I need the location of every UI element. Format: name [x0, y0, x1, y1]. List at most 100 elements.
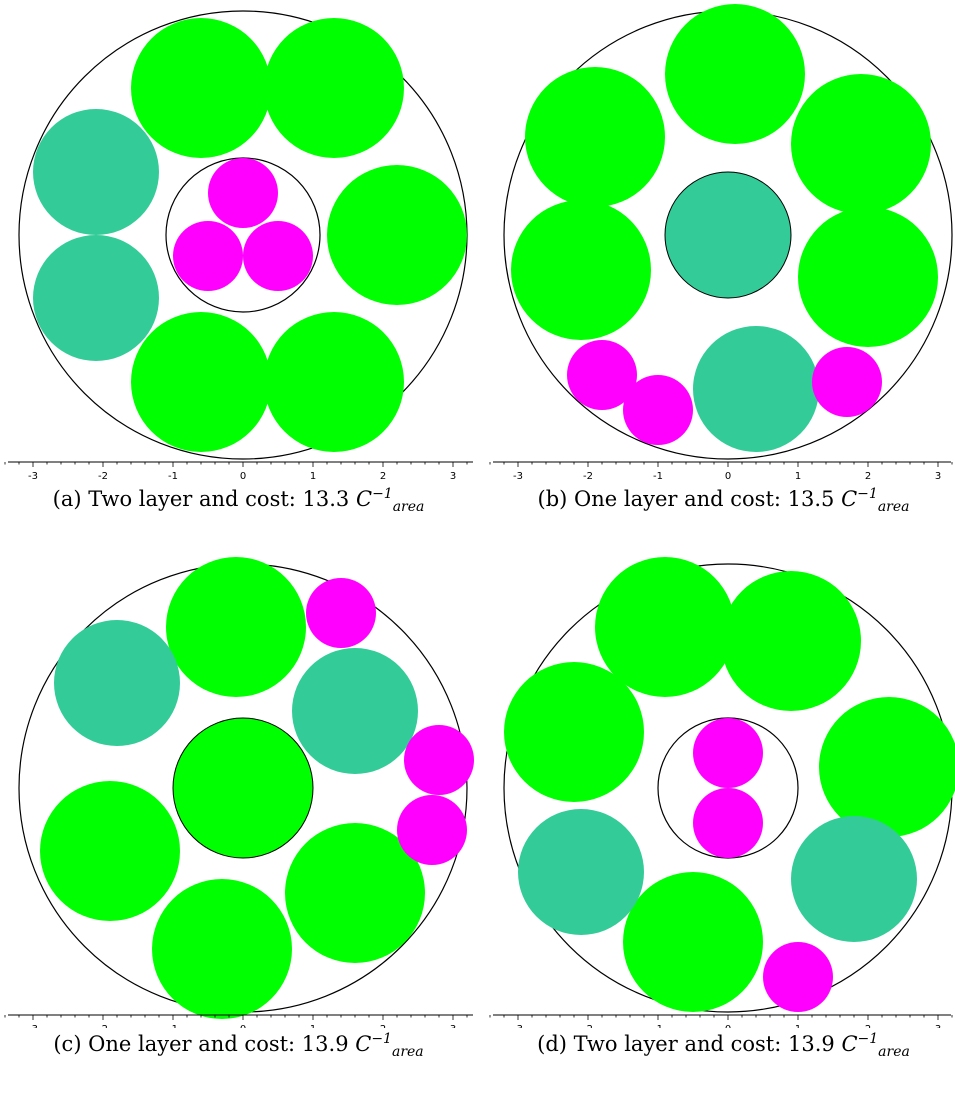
tick-label: -1 [653, 1024, 663, 1028]
tick-label: 2 [380, 471, 386, 482]
small-circle-8 [693, 788, 763, 858]
panel-c-caption-text: (c) One layer and cost: 13.9 [53, 1032, 349, 1056]
tick-label: 0 [240, 471, 246, 482]
tick-label: 3 [450, 471, 456, 482]
tick-label: -3 [28, 471, 38, 482]
small-circle-8 [404, 725, 474, 795]
tick-label: -2 [583, 1024, 593, 1028]
large-circle-2 [40, 781, 180, 921]
large-circle-3 [152, 879, 292, 1019]
tick-label: -2 [98, 1024, 108, 1028]
tick-label: -2 [98, 471, 108, 482]
medium-circle-6 [33, 235, 159, 361]
tick-label: -3 [513, 1024, 523, 1028]
panel-c-diagram: -3 -2 -1 0 1 2 3 [4, 557, 474, 1028]
panel-b: -3 -2 -1 0 1 2 3 (b) One layer and cost: 13.5 … [485, 0, 955, 541]
tick-label: 0 [240, 1024, 246, 1028]
small-circle-7 [306, 578, 376, 648]
small-circle-7 [693, 718, 763, 788]
large-circle-2 [791, 74, 931, 214]
large-circle-4 [131, 312, 271, 452]
panel-d-diagram: -3 -2 -1 0 1 2 3 [489, 557, 955, 1028]
large-circle-4 [798, 207, 938, 347]
panel-d: -3 -2 -1 0 1 2 3 (d) Two layer and cost: 13.9 … [485, 553, 955, 1094]
tick-label: -1 [168, 471, 178, 482]
tick-label: -2 [583, 471, 593, 482]
panel-b-caption-unit: C−1area [841, 486, 909, 515]
large-circle-1 [264, 18, 404, 158]
tick-label: 1 [795, 1024, 801, 1028]
tick-label: 1 [795, 471, 801, 482]
small-circle-7 [208, 158, 278, 228]
panel-a: -3 -2 -1 0 1 2 3 (a) Two layer and cost: 13.3 … [0, 0, 477, 541]
large-circle-2 [504, 662, 644, 802]
large-circle-0 [166, 557, 306, 697]
large-circle-3 [511, 200, 651, 340]
unit-base: C [355, 1032, 372, 1056]
medium-circle-6 [693, 326, 819, 452]
tick-label: 3 [450, 1024, 456, 1028]
large-circle-1 [721, 571, 861, 711]
panel-b-diagram: -3 -2 -1 0 1 2 3 [489, 4, 953, 482]
small-circle-7 [567, 340, 637, 410]
large-circle-1 [525, 67, 665, 207]
tick-label: -1 [653, 471, 663, 482]
small-circle-9 [763, 942, 833, 1012]
large-circle-3 [264, 312, 404, 452]
large-circle-4 [623, 872, 763, 1012]
tick-label: -3 [28, 1024, 38, 1028]
large-circle-2 [327, 165, 467, 305]
unit-sub: area [392, 499, 425, 516]
large-circle-0 [665, 4, 805, 144]
unit-base: C [841, 1032, 858, 1056]
large-circle-4 [285, 823, 425, 963]
unit-sub: area [877, 499, 910, 516]
panel-c: -3 -2 -1 0 1 2 3 (c) One layer and cost: 13.9 … [0, 553, 477, 1094]
unit-sup: −1 [857, 1031, 879, 1047]
unit-sub: area [878, 1044, 910, 1061]
panel-b-caption: (b) One layer and cost: 13.5 C−1area [485, 486, 955, 515]
unit-sup: −1 [857, 486, 878, 502]
large-circle-3 [819, 697, 955, 837]
medium-circle-5 [518, 809, 644, 935]
large-circle-0 [595, 557, 735, 697]
unit-base: C [355, 487, 373, 511]
large-circle-1 [172, 717, 314, 859]
unit-sub: area [391, 1044, 424, 1061]
small-circle-8 [173, 221, 243, 291]
panel-a-diagram: -3 -2 -1 0 1 2 3 [4, 10, 473, 482]
panel-a-caption-unit: C−1area [355, 486, 424, 515]
tick-label: -3 [513, 471, 523, 482]
tick-label: 1 [310, 1024, 316, 1028]
panel-a-caption: (a) Two layer and cost: 13.3 C−1area [0, 486, 477, 515]
tick-label: -1 [168, 1024, 178, 1028]
tick-label: 1 [310, 471, 316, 482]
medium-circle-5 [33, 109, 159, 235]
unit-base: C [841, 487, 858, 511]
tick-label: 0 [725, 471, 731, 482]
small-circle-8 [623, 375, 693, 445]
panel-d-caption-unit: C−1area [841, 1031, 909, 1060]
small-circle-9 [812, 347, 882, 417]
unit-sup: −1 [372, 486, 393, 502]
panel-a-caption-text: (a) Two layer and cost: 13.3 [52, 487, 350, 511]
tick-label: 2 [865, 1024, 871, 1028]
tick-label: 3 [935, 471, 941, 482]
panel-d-caption-text: (d) Two layer and cost: 13.9 [537, 1032, 835, 1056]
tick-label: 3 [935, 1024, 941, 1028]
medium-circle-6 [791, 816, 917, 942]
medium-circle-5 [54, 620, 180, 746]
panel-c-caption-unit: C−1area [355, 1031, 423, 1060]
panel-d-caption: (d) Two layer and cost: 13.9 C−1area [485, 1031, 955, 1060]
tick-label: 0 [725, 1024, 731, 1028]
small-circle-9 [243, 221, 313, 291]
tick-label: 2 [865, 471, 871, 482]
unit-sup: −1 [371, 1031, 392, 1047]
small-circle-9 [397, 795, 467, 865]
large-circle-0 [131, 18, 271, 158]
medium-circle-5 [664, 171, 792, 299]
panel-c-caption: (c) One layer and cost: 13.9 C−1area [0, 1031, 477, 1060]
panel-b-caption-text: (b) One layer and cost: 13.5 [537, 487, 835, 511]
medium-circle-6 [292, 648, 418, 774]
tick-label: 2 [380, 1024, 386, 1028]
